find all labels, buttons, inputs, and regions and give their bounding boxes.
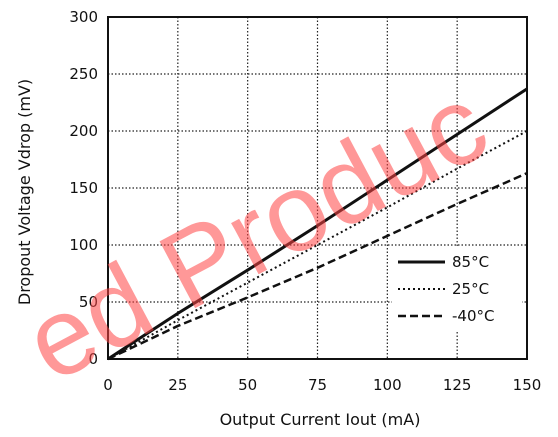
- plot-frame: [107, 16, 528, 360]
- x-tick-labels: 0 25 50 75 100 125 150: [103, 376, 541, 394]
- legend-label: 25°C: [452, 280, 489, 298]
- series-lines: [107, 87, 528, 361]
- y-tick-label: 0: [88, 350, 98, 368]
- x-axis-title: Output Current Iout (mA): [220, 410, 421, 429]
- series-line-dashed: [107, 172, 528, 361]
- legend-label: -40°C: [452, 307, 494, 325]
- y-tick-label: 150: [69, 179, 98, 197]
- legend-label: 85°C: [452, 253, 489, 271]
- x-tick-label: 25: [168, 376, 187, 394]
- x-tick-label: 125: [443, 376, 472, 394]
- y-tick-label: 250: [69, 65, 98, 83]
- y-tick-labels: 0 50 100 150 200 250 300: [69, 8, 98, 368]
- x-tick-label: 150: [513, 376, 542, 394]
- watermark: ed Produc: [6, 61, 507, 405]
- series-line-solid: [107, 87, 528, 361]
- x-tick-label: 0: [103, 376, 113, 394]
- y-tick-label: 100: [69, 236, 98, 254]
- x-tick-label: 75: [308, 376, 327, 394]
- y-axis-title: Dropout Voltage Vdrop (mV): [15, 79, 34, 305]
- y-tick-label: 300: [69, 8, 98, 26]
- legend: 85°C 25°C -40°C: [392, 246, 522, 330]
- x-tick-label: 100: [373, 376, 402, 394]
- y-tick-label: 200: [69, 122, 98, 140]
- y-tick-label: 50: [79, 293, 98, 311]
- x-tick-label: 50: [238, 376, 257, 394]
